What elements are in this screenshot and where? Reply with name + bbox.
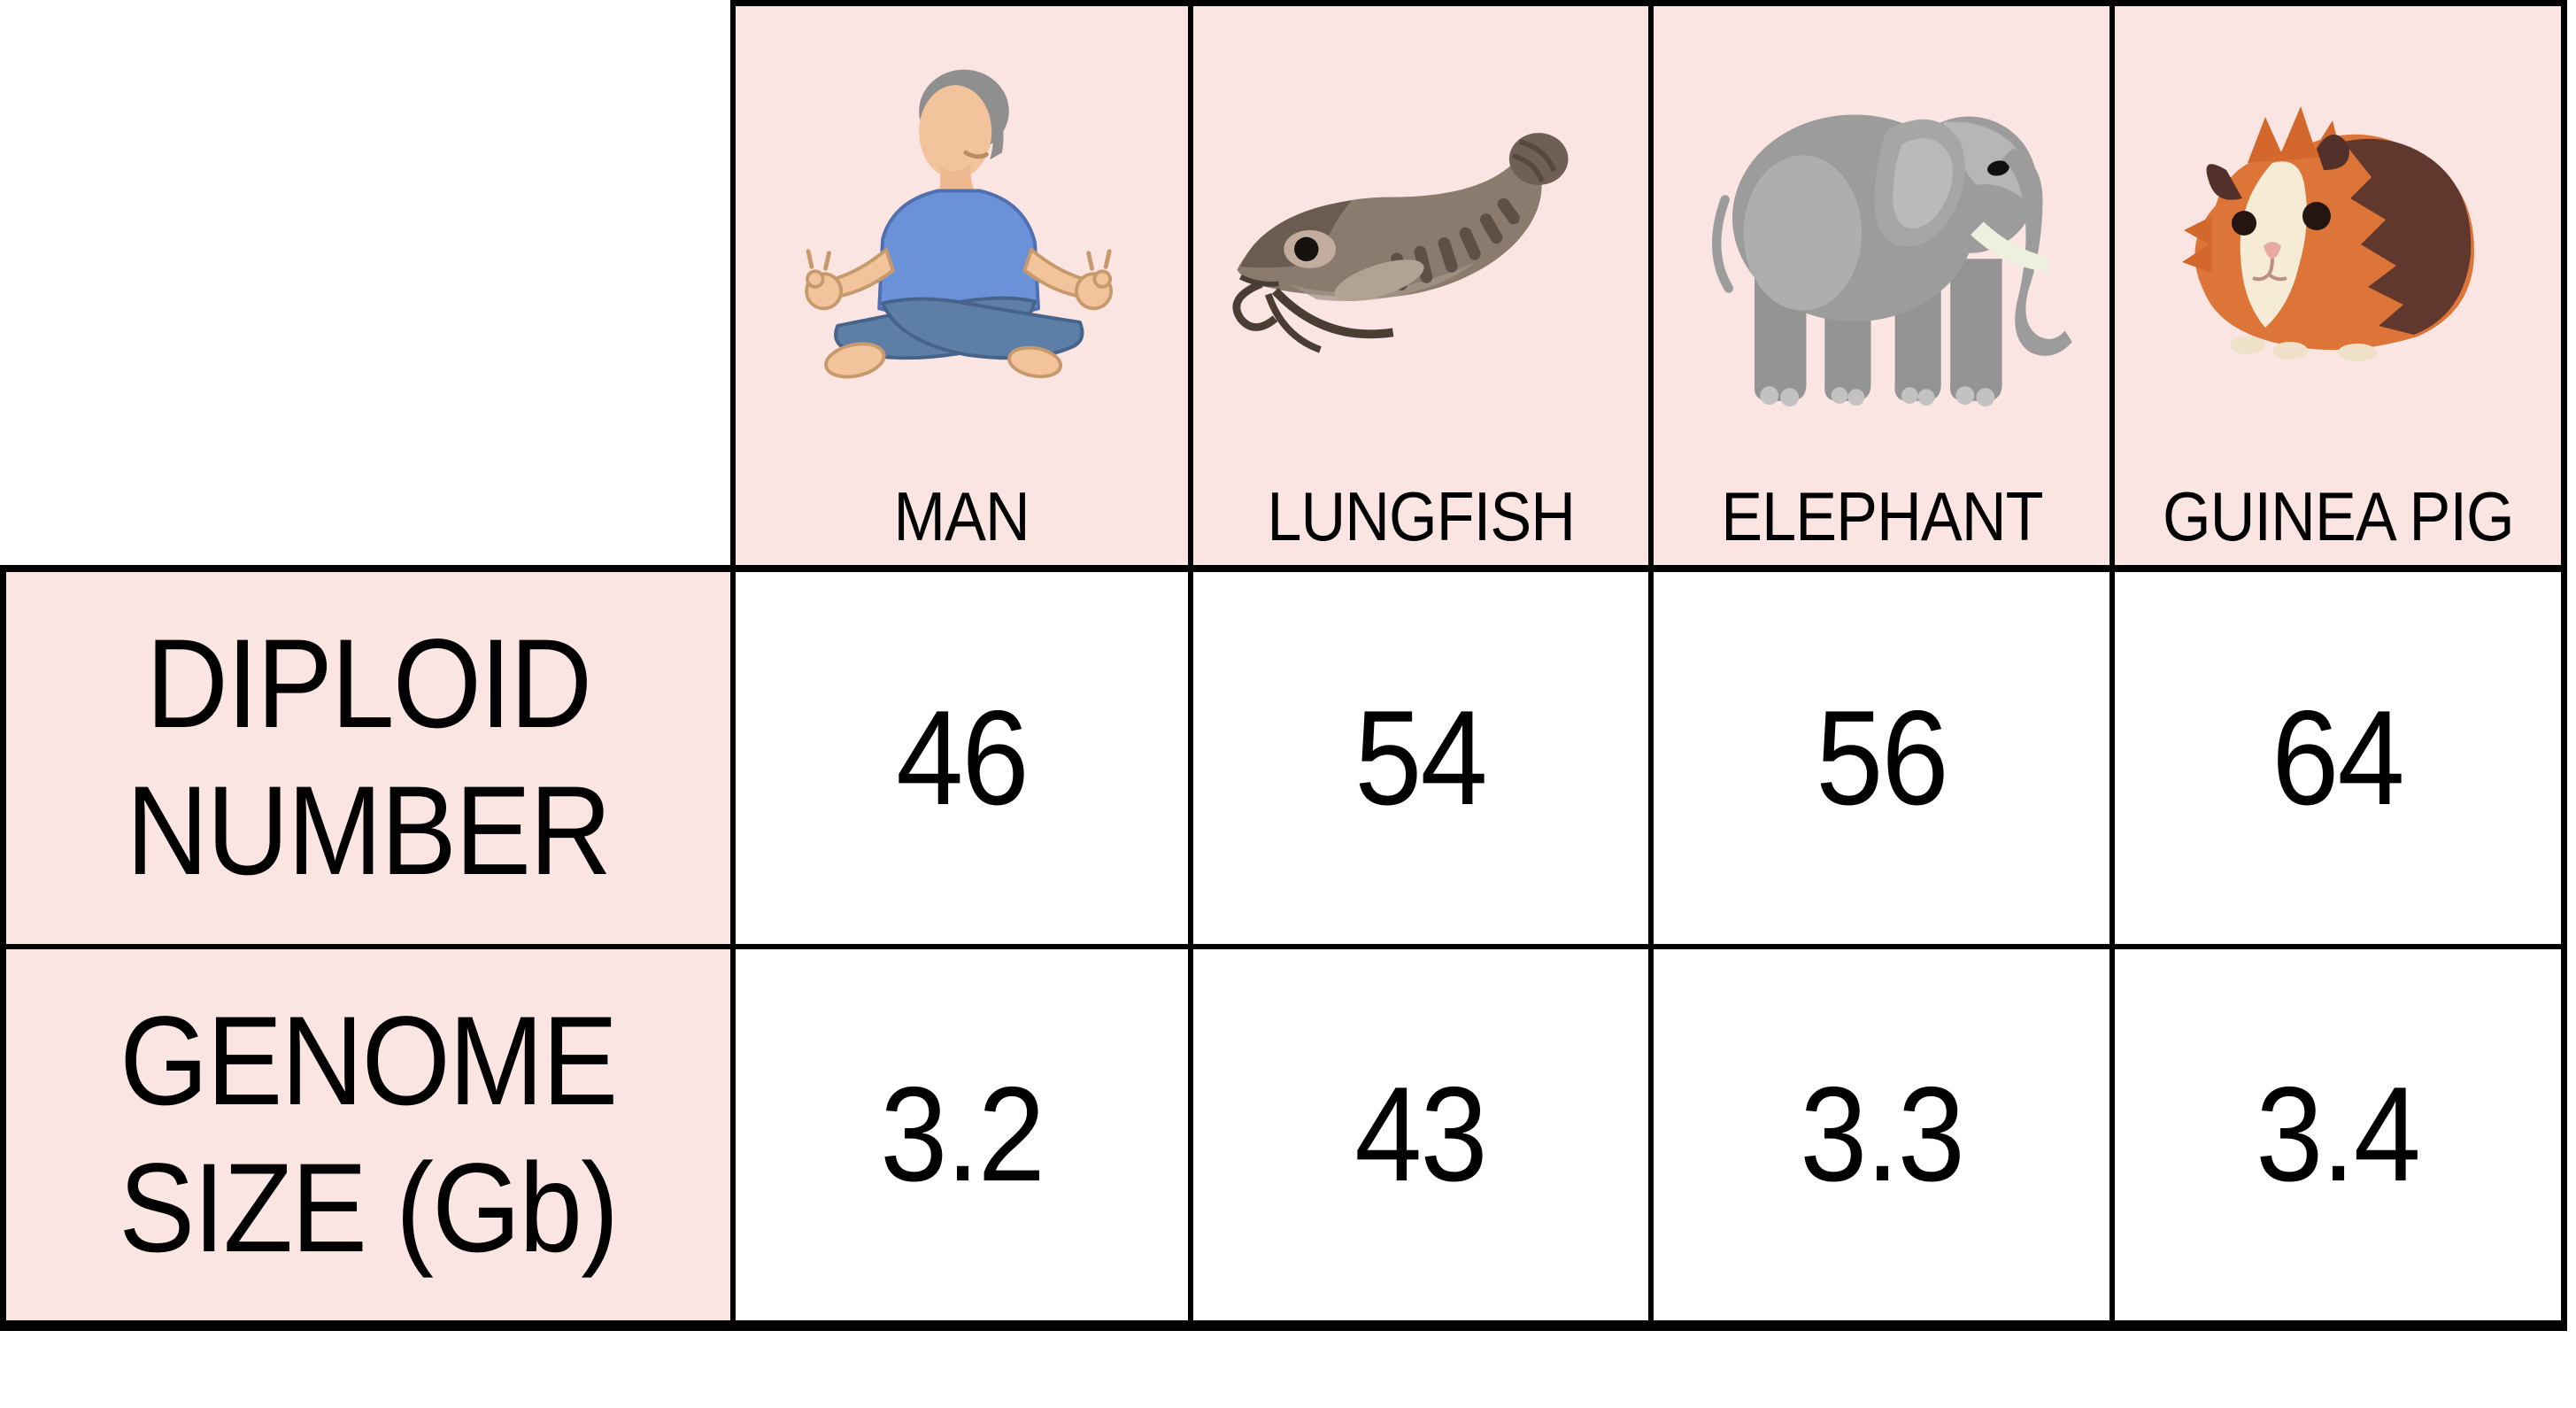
value-diploid-man: 46: [896, 682, 1029, 833]
header-cell-man: MAN: [730, 0, 1188, 572]
row-label-line: SIZE (Gb): [119, 1137, 619, 1279]
header-cell-lungfish: LUNGFISH: [1188, 0, 1648, 572]
column-label-man: MAN: [893, 477, 1030, 555]
column-label-lungfish: LUNGFISH: [1267, 477, 1576, 555]
row-label-genome-size: GENOME SIZE (Gb): [0, 949, 730, 1331]
header-cell-guinea-pig: GUINEA PIG: [2109, 0, 2567, 572]
table-grid: MAN: [0, 0, 2567, 1331]
value-diploid-elephant: 56: [1816, 682, 1948, 833]
cell-diploid-man: 46: [730, 572, 1188, 949]
cell-genome-elephant: 3.3: [1648, 949, 2109, 1331]
cell-genome-lungfish: 43: [1188, 949, 1648, 1331]
lungfish-icon: [1193, 6, 1648, 482]
cell-diploid-guinea-pig: 64: [2109, 572, 2567, 949]
row-label-line: DIPLOID: [145, 614, 592, 755]
header-cell-elephant: ELEPHANT: [1648, 0, 2109, 572]
guinea-pig-icon: [2115, 6, 2561, 482]
row-label-line: GENOME: [120, 990, 618, 1132]
value-genome-lungfish: 43: [1354, 1059, 1488, 1210]
cell-diploid-elephant: 56: [1648, 572, 2109, 949]
value-genome-man: 3.2: [880, 1059, 1045, 1210]
value-diploid-guinea-pig: 64: [2271, 682, 2405, 833]
corner-empty-cell: [0, 0, 730, 572]
elephant-icon: [1654, 6, 2109, 482]
man-meditating-icon: [736, 6, 1188, 482]
row-label-line: NUMBER: [126, 761, 613, 901]
column-label-guinea-pig: GUINEA PIG: [2162, 477, 2515, 555]
row-label-diploid-number: DIPLOID NUMBER: [0, 572, 730, 949]
cell-genome-guinea-pig: 3.4: [2109, 949, 2567, 1331]
value-genome-elephant: 3.3: [1800, 1059, 1965, 1210]
value-genome-guinea-pig: 3.4: [2256, 1059, 2422, 1210]
cell-diploid-lungfish: 54: [1188, 572, 1648, 949]
cell-genome-man: 3.2: [730, 949, 1188, 1331]
column-label-elephant: ELEPHANT: [1720, 477, 2043, 555]
value-diploid-lungfish: 54: [1354, 682, 1488, 833]
